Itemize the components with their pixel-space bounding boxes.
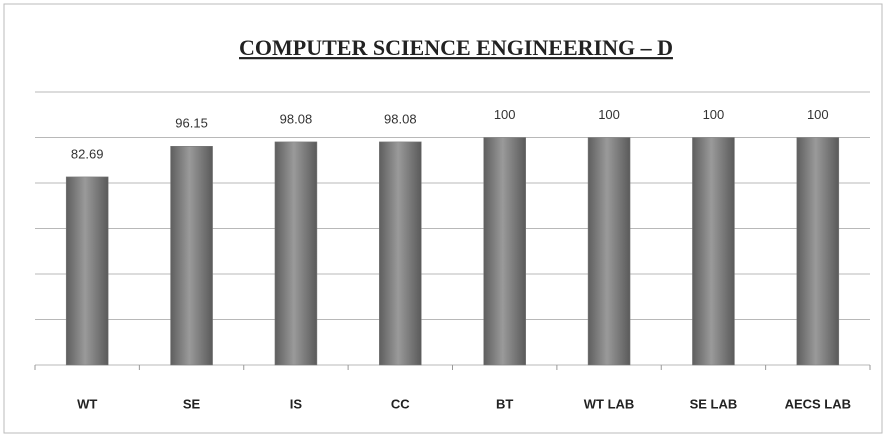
value-label: 98.08 [384,111,417,126]
value-label: 100 [807,107,829,122]
chart-title: COMPUTER SCIENCE ENGINEERING – D [239,35,673,60]
bar [170,146,213,366]
x-tick-label: SE LAB [690,396,738,411]
x-tick-label: SE [183,396,201,411]
chart-border [3,3,883,434]
x-tick-label: IS [290,396,303,411]
value-label: 100 [598,107,620,122]
x-tick-label: CC [391,396,410,411]
bar [379,141,422,366]
value-label: 100 [703,107,725,122]
x-tick-label: WT LAB [584,396,635,411]
bar [796,137,840,366]
bar [483,137,526,366]
x-tick-label: BT [496,396,513,411]
bar [587,137,631,366]
x-tick-label: WT [77,396,97,411]
bar [65,176,109,366]
bar [274,141,318,366]
bar [692,137,735,366]
x-tick-label: AECS LAB [785,396,851,411]
value-label: 82.69 [71,146,104,161]
value-label: 98.08 [280,111,313,126]
value-label: 100 [494,107,516,122]
value-label: 96.15 [175,116,208,131]
